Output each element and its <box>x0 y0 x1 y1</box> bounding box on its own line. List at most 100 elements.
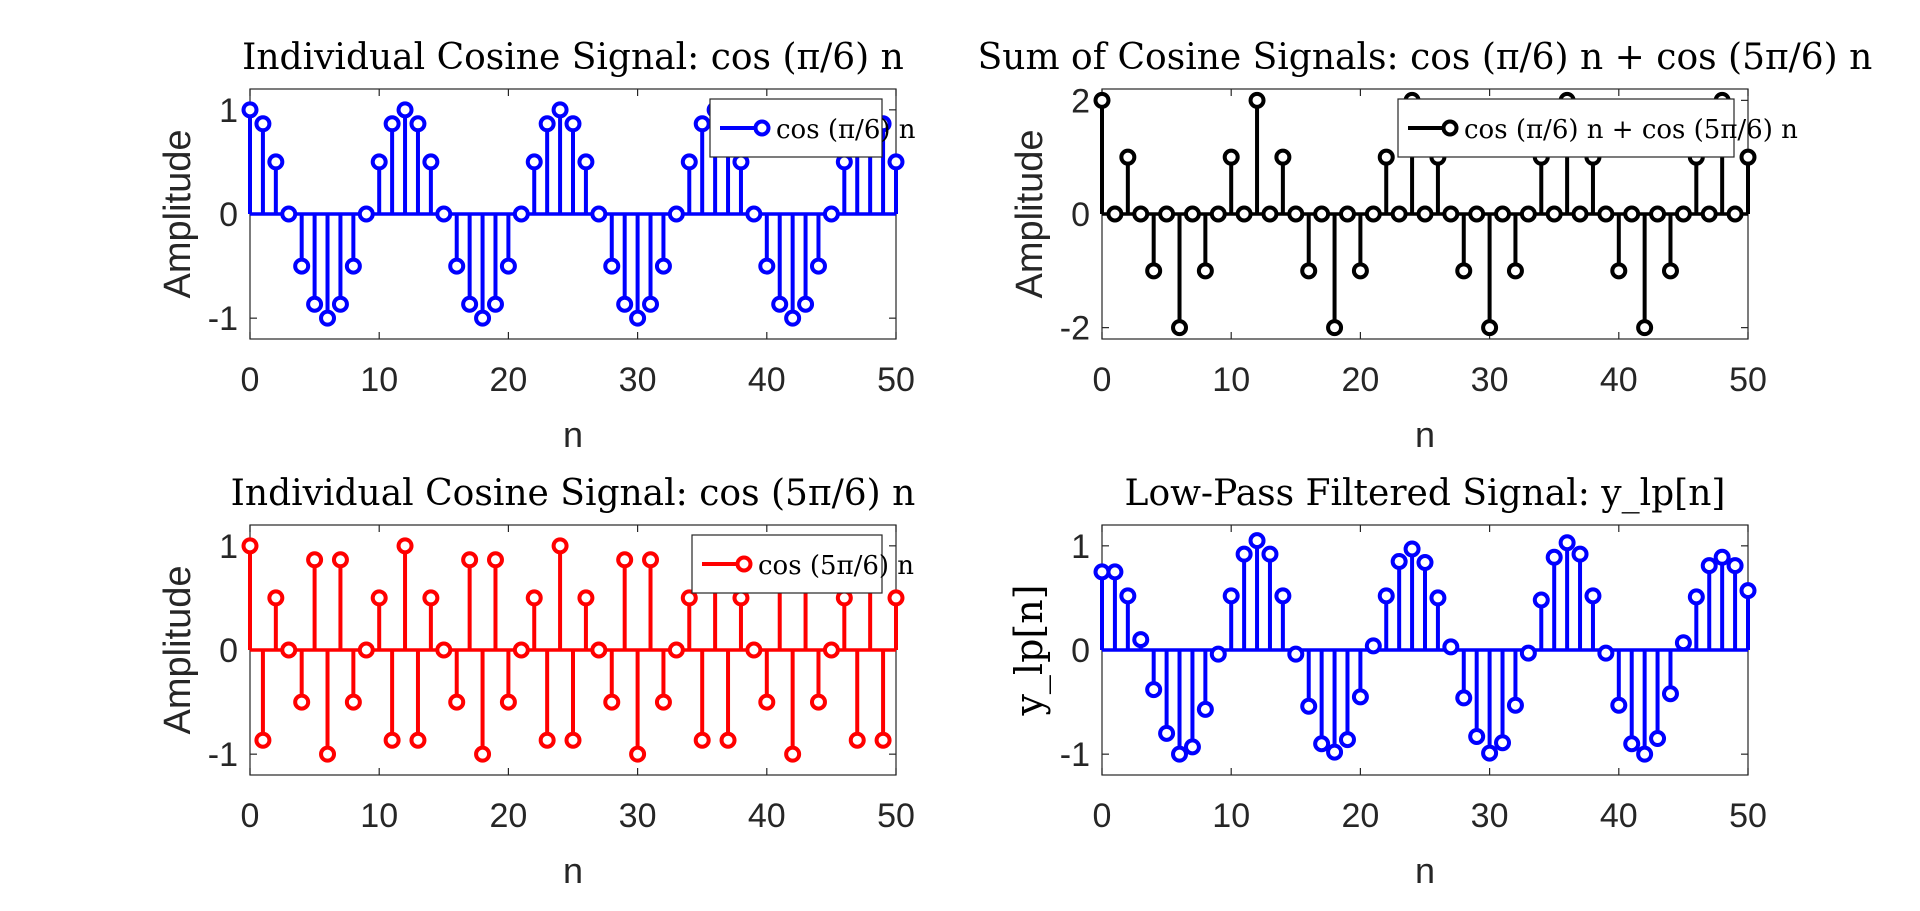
x-axis-label: n <box>563 414 583 455</box>
stem-marker <box>551 537 569 555</box>
chart-title: Sum of Cosine Signals: cos (π/6) n + cos… <box>978 37 1873 78</box>
stem-marker <box>1377 148 1395 166</box>
x-tick-label: 50 <box>877 797 915 835</box>
x-axis-label: n <box>563 850 583 891</box>
x-tick-label: 50 <box>1729 361 1767 399</box>
stem-marker <box>280 205 298 223</box>
stem-marker <box>680 589 698 607</box>
stem-marker <box>1300 697 1318 715</box>
stem-marker <box>474 745 492 763</box>
stem-marker <box>357 205 375 223</box>
stem-marker <box>745 641 763 659</box>
stem-marker <box>1261 205 1279 223</box>
stem-marker <box>590 641 608 659</box>
y-tick-label: -2 <box>1060 310 1090 348</box>
legend-label: cos (π/6) n <box>776 115 916 145</box>
stem-marker <box>1506 696 1524 714</box>
x-tick-label: 0 <box>1093 797 1112 835</box>
stem-marker <box>1455 689 1473 707</box>
chart-title: Individual Cosine Signal: cos (5π/6) n <box>231 473 916 514</box>
stem-marker <box>1571 545 1589 563</box>
stem-marker <box>654 257 672 275</box>
stem-marker <box>1739 582 1757 600</box>
stem-marker <box>564 731 582 749</box>
stem-marker <box>693 115 711 133</box>
data-series <box>241 101 905 327</box>
stem-marker <box>525 153 543 171</box>
stem-marker <box>1209 645 1227 663</box>
stem-marker <box>1390 552 1408 570</box>
stem-marker <box>1455 262 1473 280</box>
stem-marker <box>1351 262 1369 280</box>
stem-marker <box>887 589 905 607</box>
legend: cos (π/6) n <box>709 98 916 158</box>
stem-marker <box>1183 205 1201 223</box>
y-axis-label: y_lp[n] <box>1007 584 1052 716</box>
stem-marker <box>1649 205 1667 223</box>
x-tick-label: 50 <box>877 361 915 399</box>
x-tick-label: 20 <box>1341 361 1379 399</box>
stem-marker <box>448 257 466 275</box>
legend-marker <box>735 555 753 573</box>
stem-marker <box>1274 148 1292 166</box>
legend-marker <box>1441 119 1459 137</box>
chart-title: Individual Cosine Signal: cos (π/6) n <box>242 37 904 78</box>
stem-marker <box>435 205 453 223</box>
legend-marker <box>753 119 771 137</box>
stem-marker <box>1248 532 1266 550</box>
stem-marker <box>642 295 660 313</box>
x-tick-label: 40 <box>748 797 786 835</box>
stem-marker <box>1416 554 1434 571</box>
x-tick-label: 0 <box>241 361 260 399</box>
legend: cos (π/6) n + cos (5π/6) n <box>1397 98 1798 158</box>
y-tick-label: -1 <box>208 300 238 338</box>
stem-marker <box>848 731 866 749</box>
stem-marker <box>693 731 711 749</box>
stem-marker <box>1196 700 1214 718</box>
stem-marker <box>809 693 827 711</box>
data-series <box>1093 532 1757 763</box>
stem-marker <box>1429 589 1447 607</box>
stem-marker <box>396 101 414 119</box>
stem-marker <box>1248 91 1266 109</box>
stem-marker <box>1364 637 1382 655</box>
stem-marker <box>1222 587 1240 605</box>
stem-marker <box>667 205 685 223</box>
stem-marker <box>758 693 776 711</box>
stem-marker <box>1158 205 1176 223</box>
y-tick-label: 2 <box>1071 82 1090 120</box>
x-tick-label: 30 <box>1471 361 1509 399</box>
stem-marker <box>499 693 517 711</box>
stem-marker <box>1623 735 1641 753</box>
stem-marker <box>642 551 660 569</box>
stem-marker <box>1610 696 1628 714</box>
stem-marker <box>1132 205 1150 223</box>
legend: cos (5π/6) n <box>691 534 914 594</box>
stem-marker <box>1442 205 1460 223</box>
stem-marker <box>809 257 827 275</box>
stem-marker <box>1338 731 1356 749</box>
stem-marker <box>1649 730 1667 748</box>
stem-marker <box>1171 745 1189 763</box>
stem-marker <box>616 295 634 313</box>
stem-marker <box>241 101 259 119</box>
y-axis-label: Amplitude <box>157 130 199 299</box>
stem-marker <box>590 205 608 223</box>
stem-marker <box>1674 205 1692 223</box>
x-tick-label: 20 <box>489 361 527 399</box>
stem-marker <box>1519 644 1537 662</box>
stem-marker <box>797 295 815 313</box>
stem-marker <box>822 205 840 223</box>
stem-marker <box>1532 591 1550 609</box>
stem-marker <box>1209 205 1227 223</box>
stem-marker <box>370 153 388 171</box>
stem-marker <box>680 153 698 171</box>
y-axis-label: Amplitude <box>1009 130 1051 299</box>
stem-marker <box>538 115 556 133</box>
stem-marker <box>1726 557 1744 575</box>
stem-marker <box>435 641 453 659</box>
stem-marker <box>370 589 388 607</box>
